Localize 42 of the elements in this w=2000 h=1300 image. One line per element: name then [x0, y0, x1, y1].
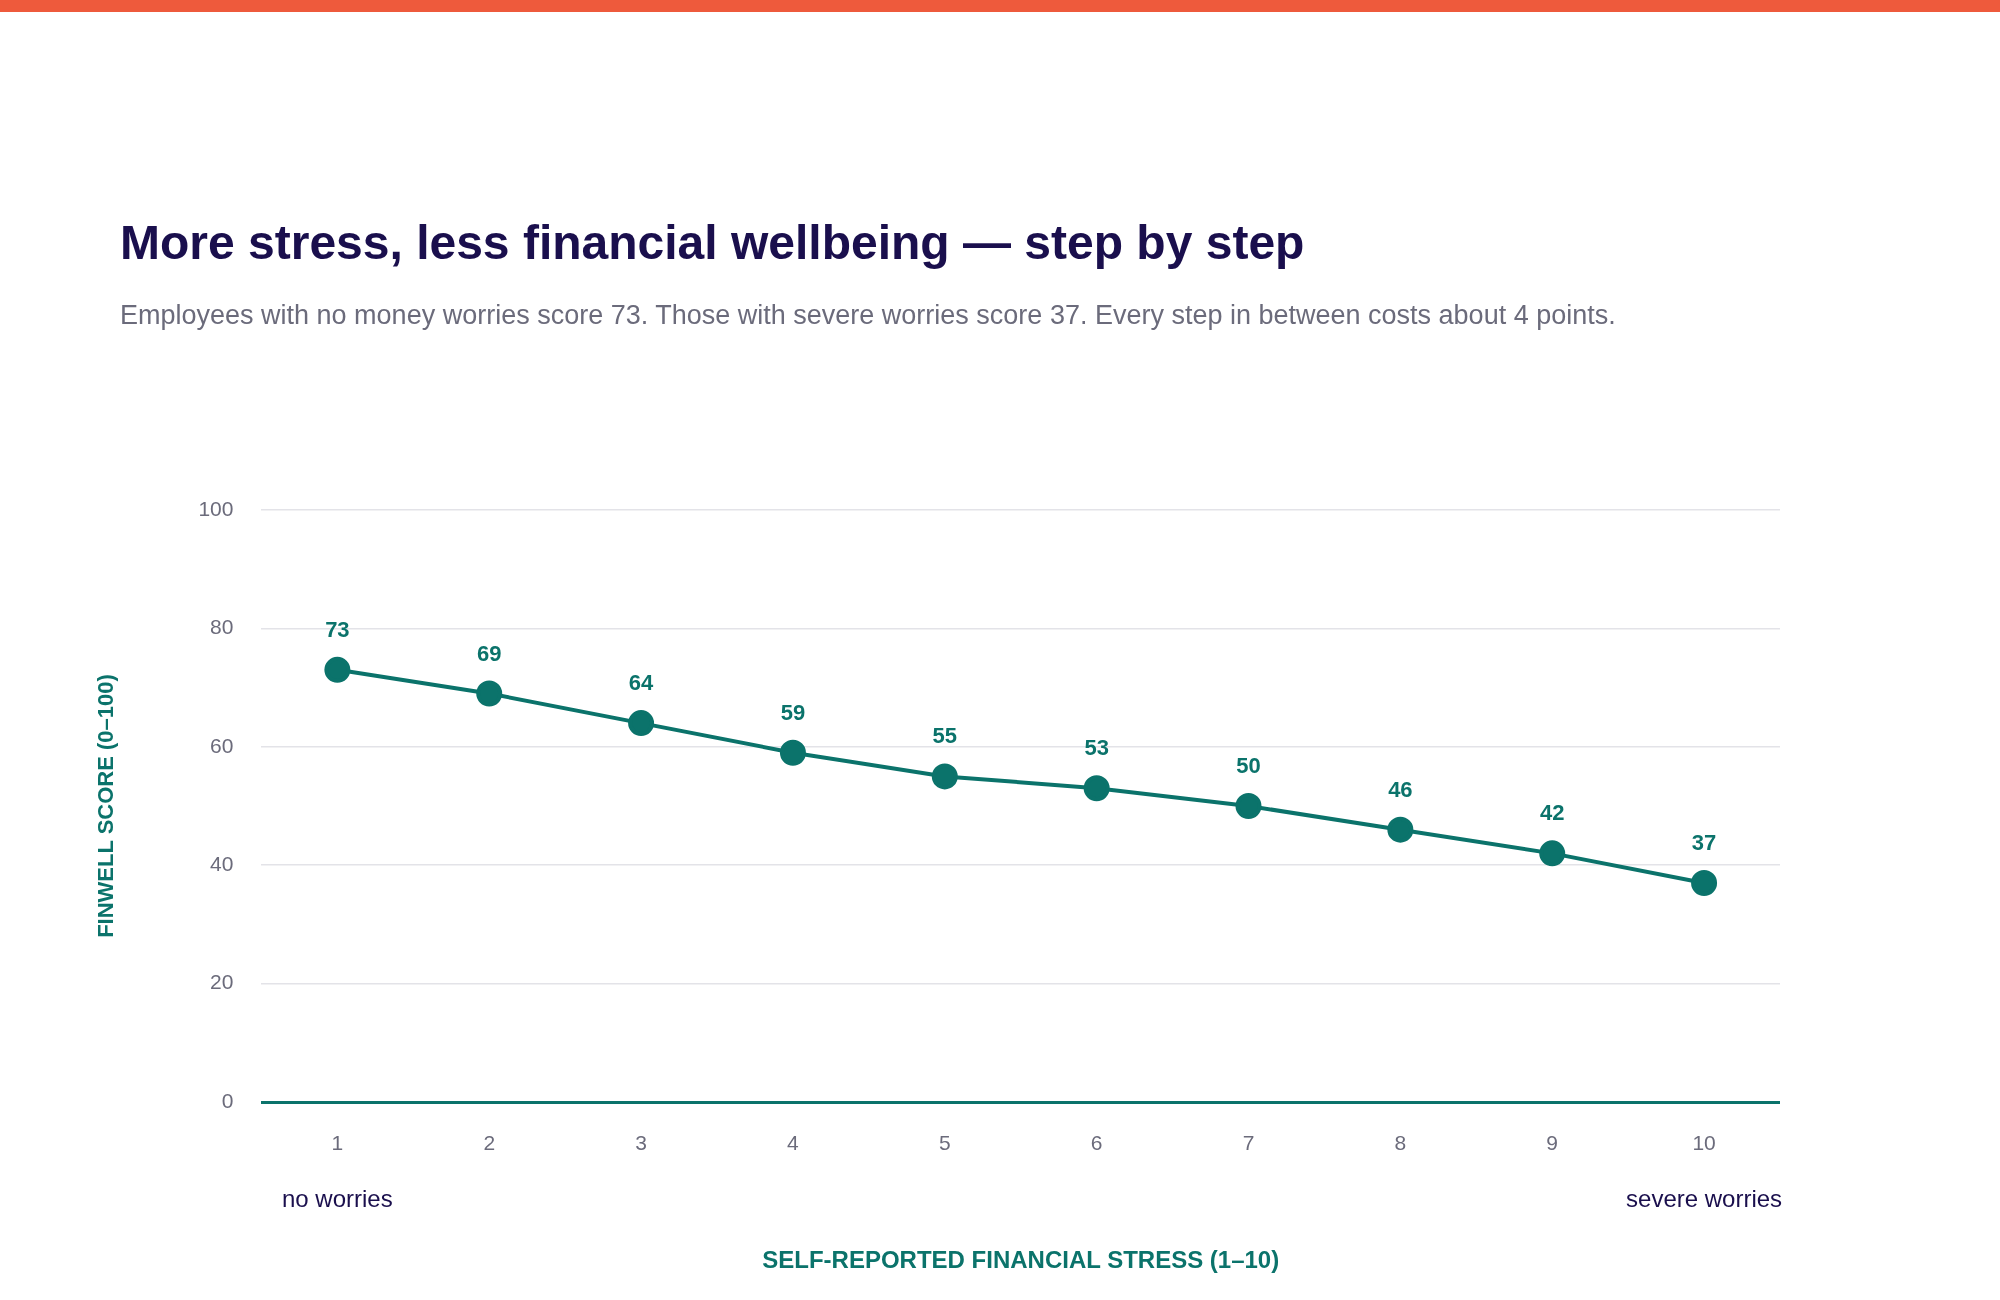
point — [779, 739, 806, 766]
point — [1083, 775, 1110, 802]
x-tick-label: 3 — [635, 1131, 647, 1155]
data-label: 53 — [1084, 735, 1109, 761]
point — [324, 656, 351, 683]
x-axis-title: SELF-REPORTED FINANCIAL STRESS (1–10) — [762, 1246, 1280, 1274]
chart-subtitle: Employees with no money worries score 73. Those with severe worries score 37. Every step in between costs about 4 points. — [120, 300, 1616, 331]
y-tick-label: 0 — [221, 1088, 234, 1112]
data-label: 69 — [476, 640, 502, 666]
x-tick-label: 1 — [331, 1131, 344, 1155]
x-tick-label: 4 — [787, 1131, 800, 1155]
x-tick-label: 9 — [1546, 1131, 1559, 1155]
y-axis-title: FINWELL SCORE (0–100) — [93, 674, 119, 938]
x-tick-label: 7 — [1242, 1131, 1255, 1155]
point — [1691, 869, 1718, 896]
y-tick-label: 20 — [210, 970, 234, 994]
x-tick-label: 5 — [938, 1131, 951, 1155]
point — [1539, 840, 1566, 867]
y-tick-label: 60 — [210, 733, 234, 757]
data-label: 50 — [1236, 753, 1261, 779]
data-label: 42 — [1539, 800, 1565, 826]
y-tick-label: 100 — [198, 496, 234, 520]
data-label: 73 — [325, 616, 350, 642]
text: no worries — [282, 1184, 393, 1212]
point — [1235, 793, 1262, 819]
data-label: 55 — [932, 723, 958, 749]
point — [931, 763, 958, 790]
x-tick-label: 2 — [483, 1131, 496, 1155]
y-tick-label: 40 — [210, 852, 234, 875]
x-tick-label: 8 — [1394, 1131, 1407, 1155]
data-label: 37 — [1691, 830, 1717, 856]
chart-title: More stress, less financial wellbeing — step by step — [120, 215, 1305, 270]
data-label: 59 — [780, 699, 806, 725]
text: severe worries — [1626, 1184, 1783, 1212]
point — [1387, 816, 1414, 843]
point — [628, 710, 655, 737]
data-label: 64 — [628, 670, 655, 696]
point — [476, 680, 503, 707]
data-label: 46 — [1388, 776, 1413, 802]
y-tick-label: 80 — [210, 615, 234, 639]
x-tick-label: 6 — [1090, 1131, 1103, 1155]
x-tick-label: 10 — [1692, 1131, 1716, 1155]
